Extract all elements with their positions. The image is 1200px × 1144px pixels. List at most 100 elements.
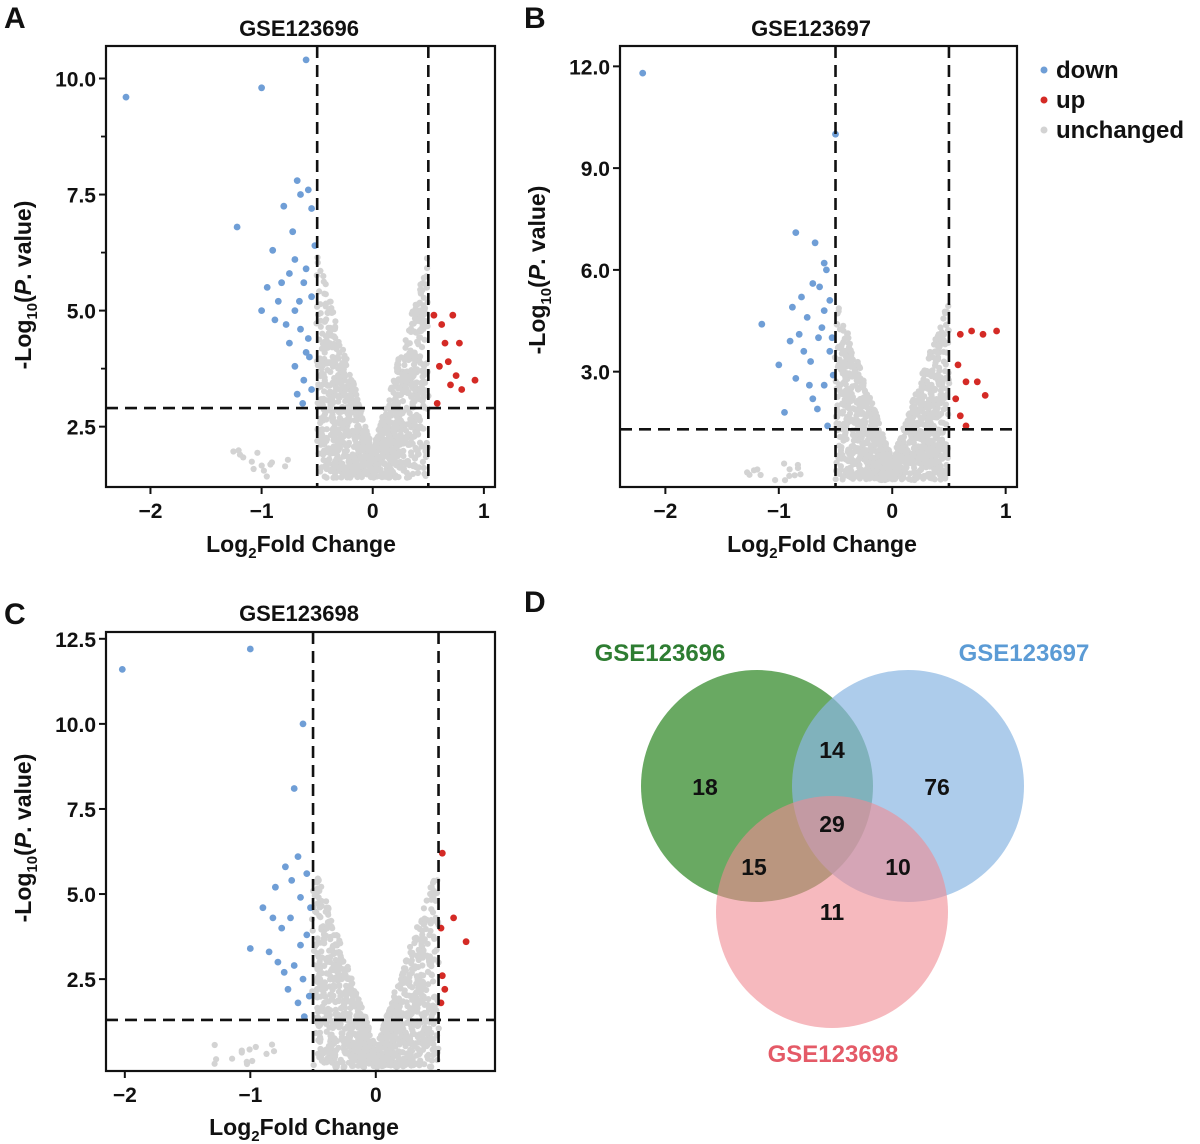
unchanged-point xyxy=(402,344,409,351)
unchanged-point xyxy=(384,1030,391,1037)
unchanged-point xyxy=(330,982,337,989)
venn-count-only-gse123696: 18 xyxy=(692,774,718,800)
unchanged-point xyxy=(872,431,879,438)
unchanged-point xyxy=(859,440,866,447)
unchanged-point xyxy=(936,364,943,371)
unchanged-point xyxy=(337,993,344,1000)
unchanged-point xyxy=(360,1052,367,1059)
unchanged-point xyxy=(350,1039,357,1047)
unchanged-point xyxy=(358,460,365,467)
unchanged-point xyxy=(858,410,865,417)
down-point xyxy=(258,84,265,92)
panel-letter-d: D xyxy=(524,586,546,619)
unchanged-point xyxy=(927,474,934,482)
unchanged-point xyxy=(331,431,338,438)
unchanged-point xyxy=(911,464,918,471)
unchanged-point xyxy=(937,476,944,483)
unchanged-point xyxy=(841,432,848,439)
down-point xyxy=(289,228,297,236)
y-tick-label: 2.5 xyxy=(67,969,97,992)
plot-title: GSE123698 xyxy=(239,601,359,626)
unchanged-point xyxy=(393,1035,400,1042)
unchanged-point xyxy=(849,431,857,439)
down-point xyxy=(246,645,254,653)
unchanged-point xyxy=(396,1003,403,1010)
up-point xyxy=(452,372,460,379)
unchanged-point xyxy=(848,356,855,363)
unchanged-point xyxy=(336,960,343,968)
down-point xyxy=(798,293,805,301)
unchanged-point xyxy=(348,1051,356,1058)
unchanged-point xyxy=(931,467,938,475)
unchanged-point xyxy=(925,421,933,428)
down-point xyxy=(826,297,834,304)
unchanged-point xyxy=(927,429,935,436)
unchanged-point xyxy=(411,349,418,356)
unchanged-point xyxy=(327,936,334,943)
svg-text:-Log10(P. value): -Log10(P. value) xyxy=(524,186,555,355)
unchanged-point xyxy=(883,462,891,469)
unchanged-point xyxy=(861,394,868,401)
down-point xyxy=(269,914,277,922)
y-tick-label: 5.0 xyxy=(67,301,96,324)
venn-label-gse123697: GSE123697 xyxy=(959,640,1090,667)
unchanged-point xyxy=(917,405,924,412)
down-point xyxy=(300,376,308,384)
unchanged-point xyxy=(396,392,403,399)
unchanged-point xyxy=(325,391,332,398)
unchanged-point xyxy=(921,444,928,451)
unchanged-point xyxy=(852,436,859,443)
x-tick-label: −1 xyxy=(767,500,791,523)
unchanged-point xyxy=(332,458,339,465)
unchanged-point xyxy=(318,464,325,471)
unchanged-point xyxy=(852,368,859,375)
unchanged-point xyxy=(907,431,914,438)
unchanged-point xyxy=(850,362,858,369)
y-tick-label: 10.0 xyxy=(55,68,96,91)
unchanged-point xyxy=(323,1028,330,1035)
unchanged-point xyxy=(349,471,356,478)
unchanged-point xyxy=(349,1024,356,1031)
unchanged-point xyxy=(374,436,381,443)
unchanged-point xyxy=(398,354,405,361)
x-axis-label: Log2Fold Change xyxy=(209,1114,399,1144)
unchanged-point xyxy=(401,362,408,369)
unchanged-point xyxy=(912,430,919,437)
down-point xyxy=(305,992,313,1000)
unchanged-point xyxy=(354,443,361,450)
unchanged-point xyxy=(404,1003,411,1010)
y-axis-label: -Log10(P. value) xyxy=(10,201,41,370)
down-point xyxy=(263,284,271,291)
down-point xyxy=(832,130,839,138)
unchanged-point xyxy=(357,1023,364,1030)
unchanged-point xyxy=(420,464,427,471)
unchanged-point xyxy=(937,392,944,399)
unchanged-point xyxy=(422,925,429,933)
unchanged-point xyxy=(321,439,328,446)
unchanged-point xyxy=(878,446,885,453)
unchanged-point xyxy=(409,1005,416,1012)
x-tick-label: −2 xyxy=(653,500,677,523)
unchanged-point xyxy=(318,1007,325,1014)
unchanged-point xyxy=(327,325,334,333)
unchanged-point xyxy=(318,435,325,442)
unchanged-point xyxy=(367,1052,374,1059)
unchanged-point xyxy=(323,898,330,905)
unchanged-point xyxy=(322,317,329,325)
unchanged-point xyxy=(848,390,855,397)
unchanged-point xyxy=(856,363,863,371)
unchanged-point xyxy=(413,411,420,419)
unchanged-point xyxy=(413,379,420,386)
x-tick-label: 0 xyxy=(370,1084,382,1107)
unchanged-point xyxy=(413,980,420,987)
unchanged-point xyxy=(938,338,945,345)
unchanged-point xyxy=(284,456,291,463)
unchanged-point xyxy=(431,956,438,963)
unchanged-point xyxy=(420,905,427,912)
down-point xyxy=(303,870,311,877)
unchanged-point xyxy=(424,1001,431,1008)
down-point xyxy=(118,666,126,673)
unchanged-point xyxy=(316,904,323,911)
unchanged-point xyxy=(868,417,875,425)
unchanged-point xyxy=(917,415,924,422)
